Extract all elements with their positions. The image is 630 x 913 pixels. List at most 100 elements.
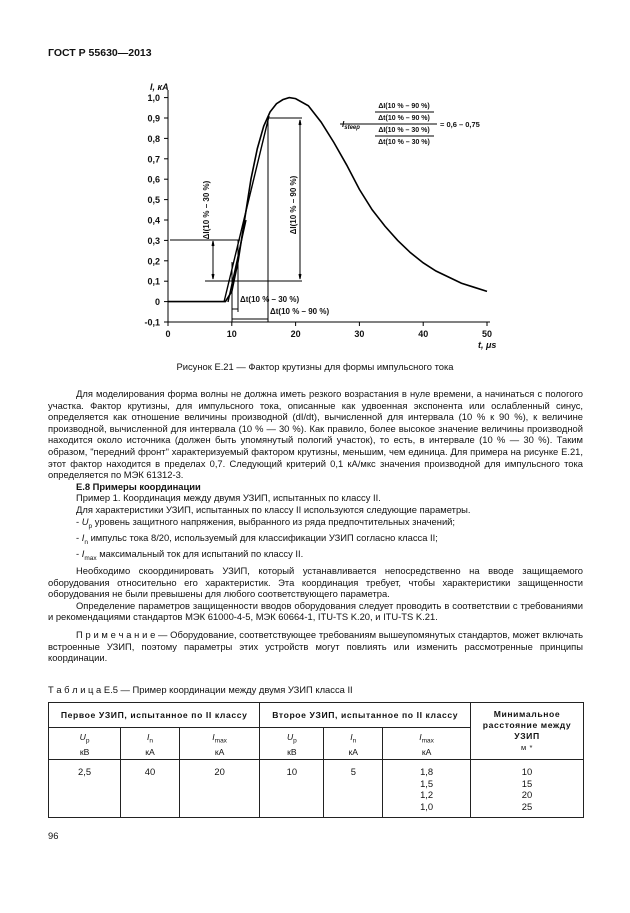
paragraph: Для моделирования форма волны не должна …: [48, 388, 583, 481]
page-number: 96: [48, 830, 59, 841]
subscript: n: [149, 737, 153, 745]
paragraph: Определение параметров защищенности ввод…: [48, 599, 583, 623]
symbol: U: [286, 732, 294, 742]
table-title: Т а б л и ц а Е.5 — Пример координации м…: [48, 684, 353, 695]
cell-value: 20: [214, 766, 225, 777]
data-cell: 1,8 1,5 1,2 1,0: [382, 759, 471, 818]
y-tick-label: 1,0: [147, 93, 160, 103]
symbol: I: [146, 732, 150, 742]
cell-value: 10: [286, 766, 298, 777]
annotation-di30: ΔI(10 % – 30 %): [202, 180, 211, 239]
x-tick-label: 30: [354, 329, 364, 339]
formula-sub: steep: [344, 125, 360, 131]
table-data-row: 2,5 40 20 10 5 1,8 1,5 1,2 1,0 10 15 20 25: [47, 759, 584, 818]
x-tick-label: 50: [482, 329, 492, 339]
subheader-cell: In кА: [323, 727, 384, 760]
x-tick-label: 40: [418, 329, 428, 339]
formula-num-bottom: Δt(10 % – 90 %): [378, 115, 430, 122]
y-tick-label: 0,4: [147, 216, 160, 226]
column-unit: кВ: [79, 746, 90, 757]
header-unit: м *: [521, 743, 533, 752]
formula-den-bottom: Δt(10 % – 30 %): [378, 139, 430, 146]
subscript: n: [352, 737, 357, 745]
list-item: - Imax максимальный ток для испытаний по…: [48, 548, 583, 564]
cell-value: 10: [521, 766, 533, 777]
body: Для моделирования форма волны не должна …: [48, 388, 583, 664]
formula-num-top: ΔI(10 % – 90 %): [378, 103, 429, 110]
list-text: максимальный ток для испытаний по классу…: [96, 548, 304, 560]
data-cell: 40: [120, 759, 180, 818]
y-tick-label: 0: [155, 297, 160, 307]
list-item: - Up уровень защитного напряжения, выбра…: [48, 516, 583, 532]
column-symbol: In: [121, 732, 179, 747]
data-cell: 2,5: [47, 759, 122, 818]
cell-value: 40: [144, 766, 156, 777]
symbol: U: [79, 732, 86, 742]
column-unit: кА: [145, 746, 155, 757]
y-axis-label: I, кA: [150, 82, 169, 92]
column-unit: кВ: [287, 746, 297, 757]
figure-caption: Рисунок Е.21 — Фактор крутизны для формы…: [176, 361, 454, 372]
curve: [168, 96, 488, 303]
header-text: Минимальное расстояние между УЗИП: [482, 709, 572, 741]
annotation-dt90: Δt(10 % – 90 %): [270, 307, 329, 316]
data-cell: 20: [178, 759, 261, 818]
symbol: I: [350, 732, 353, 742]
annotation-lines: [170, 111, 437, 322]
data-cell: 10: [259, 759, 325, 818]
header-cell: Первое УЗИП, испытанное по II классу: [47, 702, 261, 728]
list-marker: -: [76, 532, 80, 543]
subscript: n: [84, 538, 88, 546]
section-heading: Е.8 Примеры координации: [76, 480, 201, 492]
cell-value: 1,5: [420, 777, 434, 789]
table-subheader-row: Up кВ In кА Imax кА Up кВ In кА Imax кА: [47, 727, 584, 760]
subheader-cell: Imax кА: [382, 727, 471, 760]
data-cell: 10 15 20 25: [470, 759, 584, 818]
x-tick-label: 10: [227, 329, 237, 339]
subscript: max: [421, 737, 434, 745]
subscript: p: [293, 737, 297, 745]
y-tick-label: 0,5: [147, 195, 160, 205]
header-title: ГОСТ Р 55630—2013: [48, 47, 152, 59]
column-symbol: Up: [49, 732, 120, 747]
cell-value: 5: [350, 766, 356, 777]
y-tick-label: 0,7: [147, 154, 160, 164]
table-header-row: Первое УЗИП, испытанное по II классу Вто…: [47, 702, 584, 760]
cell-value: 1,0: [420, 800, 434, 812]
column-unit: кА: [214, 746, 225, 757]
column-unit: кА: [421, 746, 432, 757]
annotation-di90: ΔI(10 % – 90 %): [289, 175, 298, 234]
column-symbol: In: [324, 732, 382, 747]
paragraph: Необходимо скоординировать УЗИП, который…: [48, 564, 583, 600]
symbol: I: [81, 532, 85, 543]
list-item: - In импульс тока 8/20, используемый для…: [48, 532, 583, 548]
subheader-cell: In кА: [120, 727, 180, 760]
table: Первое УЗИП, испытанное по II классу Вто…: [47, 702, 584, 818]
column-symbol: Imax: [180, 732, 260, 747]
note-text: — Оборудование, соответствующее требован…: [48, 628, 583, 664]
cell-value: 1,8: [420, 766, 434, 777]
subheader-cell: Up кВ: [47, 727, 122, 760]
x-axis-label: t, μs: [478, 340, 496, 350]
symbol: U: [81, 515, 89, 527]
list-marker: -: [76, 548, 80, 560]
y-tick-label: 0,1: [147, 277, 160, 287]
arrow-heads: [211, 119, 302, 280]
note-label: П р и м е ч а н и е: [76, 628, 156, 640]
y-tick-label: 0,8: [147, 134, 160, 144]
formula-symbol: I: [342, 120, 345, 129]
subscript: max: [214, 737, 227, 745]
column-symbol: Up: [260, 732, 323, 747]
symbol: I: [419, 732, 422, 742]
header-cell: Второе УЗИП, испытанное по II классу: [259, 702, 471, 728]
paragraph: Для характеристики УЗИП, испытанных по к…: [76, 503, 471, 515]
x-tick-label: 0: [165, 329, 170, 339]
cell-value: 1,2: [420, 789, 434, 800]
column-symbol: Imax: [383, 732, 470, 747]
data-cell: 5: [323, 759, 384, 818]
list-text: уровень защитного напряжения, выбранного…: [92, 515, 456, 527]
cell-value: 25: [521, 800, 533, 812]
figure-chart: I, кA t, μs ΔI(10 % – 30 %) ΔI(10 % – 90…: [144, 82, 496, 350]
formula-lhs: Isteep: [342, 120, 360, 131]
annotation-dt30: Δt(10 % – 30 %): [240, 295, 299, 304]
